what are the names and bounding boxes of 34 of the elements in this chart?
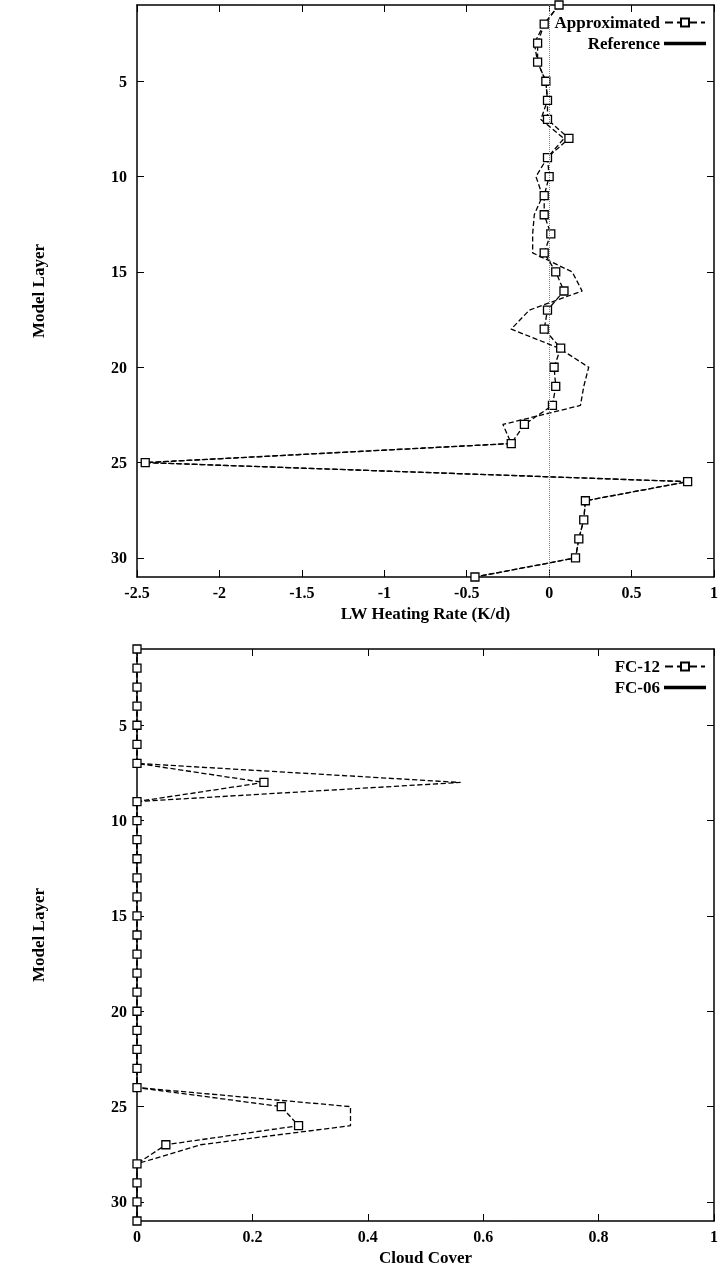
y-tick-label: 25: [111, 454, 127, 472]
y-tick-label: 30: [111, 1193, 127, 1211]
x-axis-title: LW Heating Rate (K/d): [340, 603, 511, 623]
y-axis-title: Model Layer: [29, 243, 48, 338]
y-tick-label: 25: [111, 1098, 127, 1116]
x-tick-label: 0.6: [473, 1227, 494, 1245]
x-tick-label: -0.5: [454, 583, 480, 601]
y-tick-label: 15: [111, 907, 127, 925]
y-tick-label: 20: [111, 358, 127, 376]
x-axis-title: Cloud Cover: [378, 1247, 473, 1267]
legend-label: Reference: [587, 34, 661, 53]
y-tick-label: 30: [111, 549, 127, 567]
x-tick-label: 0: [545, 583, 554, 601]
x-tick-label: 0: [133, 1227, 141, 1245]
y-tick-label: 5: [119, 72, 127, 90]
x-tick-label: 0.8: [588, 1227, 609, 1245]
legend-label: Approximated: [554, 13, 661, 32]
x-tick-label: 1: [710, 1227, 718, 1245]
y-tick-label: 15: [111, 263, 127, 281]
y-tick-label: 10: [111, 812, 127, 830]
legend-label: FC-12: [614, 657, 660, 676]
y-tick-label: 20: [111, 1002, 127, 1020]
x-tick-label: -2: [212, 583, 227, 601]
x-tick-label: 1: [710, 583, 718, 601]
y-axis-title: Model Layer: [29, 887, 48, 982]
y-tick-label: 10: [111, 168, 127, 186]
x-tick-label: 0.2: [242, 1227, 263, 1245]
x-tick-label: -1.5: [289, 583, 315, 601]
y-tick-label: 5: [119, 716, 127, 734]
x-tick-label: -2.5: [124, 583, 150, 601]
x-tick-label: 0.4: [357, 1227, 378, 1245]
x-tick-label: 0.5: [621, 583, 642, 601]
legend-label: FC-06: [614, 678, 660, 697]
x-tick-label: -1: [377, 583, 391, 601]
